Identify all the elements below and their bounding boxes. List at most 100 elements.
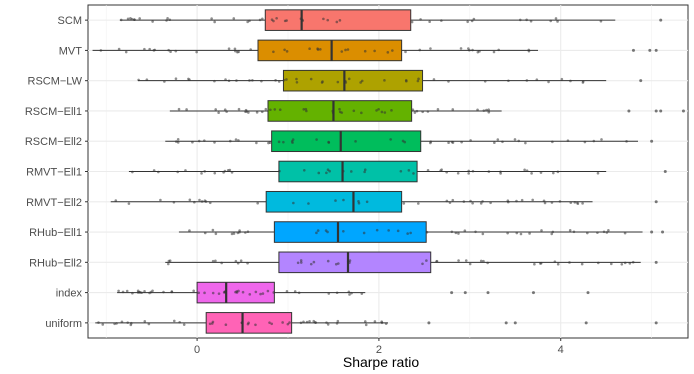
outlier-point <box>486 291 490 295</box>
data-point <box>489 201 492 205</box>
data-point <box>527 49 531 53</box>
data-point <box>247 111 250 114</box>
data-point <box>235 79 238 82</box>
data-point <box>223 108 227 112</box>
data-point <box>596 261 600 265</box>
data-point <box>478 50 481 53</box>
data-point <box>238 230 241 234</box>
y-tick-label: SCM <box>58 15 82 27</box>
data-point <box>404 50 407 54</box>
outlier-point <box>648 48 652 52</box>
data-point <box>261 17 264 21</box>
data-point <box>248 79 251 82</box>
data-point <box>297 291 301 295</box>
data-point <box>230 171 234 174</box>
data-point <box>581 80 585 83</box>
outlier-point <box>531 291 535 295</box>
data-point <box>305 109 308 113</box>
data-point <box>213 141 216 144</box>
data-point <box>528 232 531 235</box>
data-point <box>272 291 276 294</box>
data-point <box>486 261 489 265</box>
data-point <box>350 291 353 295</box>
data-point <box>185 108 188 111</box>
data-point <box>203 231 207 235</box>
data-point <box>235 291 239 294</box>
outlier-point <box>463 291 467 295</box>
data-point <box>319 48 322 51</box>
data-point <box>237 107 241 111</box>
data-point <box>387 229 390 232</box>
data-point <box>419 18 422 21</box>
y-tick-label: RHub−Ell1 <box>29 227 82 239</box>
data-point <box>421 262 424 266</box>
data-point <box>266 289 270 293</box>
y-tick-label: RSCM−Ell2 <box>25 136 82 148</box>
data-point <box>326 259 330 263</box>
data-point <box>539 262 542 265</box>
data-point <box>497 48 500 52</box>
data-point <box>569 201 573 204</box>
y-tick-labels: SCM MVT RSCM−LW RSCM−Ell1 RSCM−Ell2 RMVT−Ell1… <box>25 15 88 330</box>
data-point <box>520 198 524 202</box>
data-point <box>576 201 579 204</box>
data-point <box>172 200 176 204</box>
data-point <box>362 231 366 235</box>
data-point <box>418 48 422 52</box>
data-point <box>335 322 339 325</box>
data-point <box>573 201 577 204</box>
outlier-point <box>661 230 665 234</box>
data-point <box>342 198 345 202</box>
data-point <box>551 140 554 144</box>
data-point <box>380 110 384 114</box>
data-point <box>581 202 584 205</box>
data-point <box>119 18 123 22</box>
data-point <box>236 50 239 54</box>
data-point <box>211 291 215 295</box>
data-point <box>203 291 206 295</box>
data-point <box>227 79 231 83</box>
data-point <box>270 18 274 22</box>
data-point <box>124 50 128 54</box>
data-point <box>308 319 311 323</box>
data-point <box>299 321 303 325</box>
data-point <box>260 79 263 83</box>
box-rscm-ell2 <box>165 130 654 153</box>
data-point <box>445 199 449 203</box>
data-point <box>482 259 485 263</box>
data-point <box>499 172 502 175</box>
data-point <box>347 77 351 81</box>
data-point <box>244 108 248 112</box>
data-point <box>556 170 560 174</box>
data-point <box>531 198 534 202</box>
data-point <box>556 262 560 266</box>
data-point <box>120 320 124 324</box>
data-point <box>338 107 341 111</box>
box-layer <box>92 9 685 334</box>
data-point <box>439 169 442 172</box>
data-point <box>200 200 204 203</box>
data-point <box>299 261 303 264</box>
data-point <box>468 262 472 266</box>
data-point <box>375 109 378 112</box>
data-point <box>487 108 490 111</box>
box-rscm-ell1 <box>169 100 685 122</box>
data-point <box>182 323 186 326</box>
data-point <box>246 261 249 265</box>
data-point <box>524 141 527 145</box>
y-tick-label: MVT <box>59 45 83 57</box>
data-point <box>384 322 388 325</box>
data-point <box>302 168 306 172</box>
data-point <box>254 290 258 294</box>
data-point <box>525 79 529 82</box>
data-point <box>471 201 474 205</box>
data-point <box>114 199 118 202</box>
data-point <box>278 108 282 112</box>
data-point <box>143 320 147 323</box>
data-point <box>125 289 129 293</box>
data-point <box>291 138 295 141</box>
data-point <box>208 201 212 205</box>
data-point <box>248 19 251 23</box>
data-point <box>390 109 393 112</box>
